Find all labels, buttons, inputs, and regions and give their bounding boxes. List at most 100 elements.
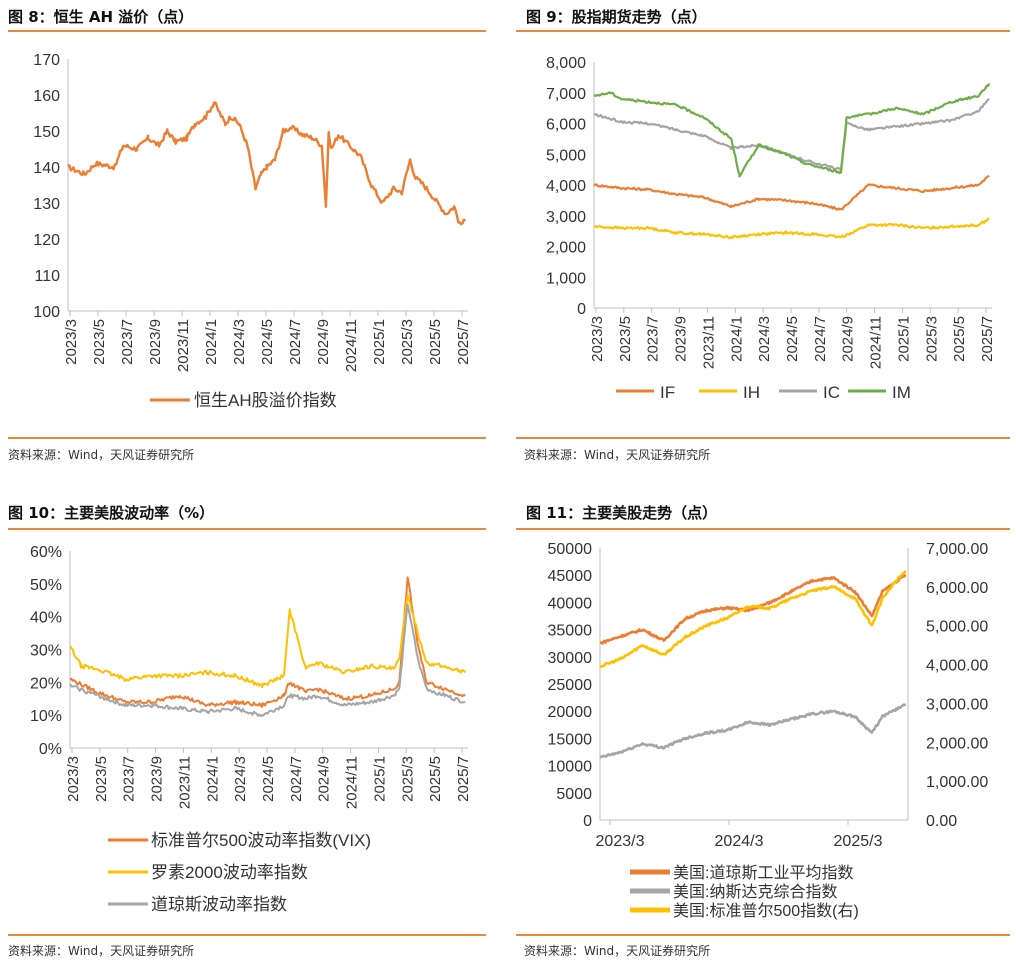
legend: 恒生AH股溢价指数 xyxy=(150,391,337,410)
y-tick-label: 25000 xyxy=(548,677,593,694)
x-tick-label: 2024/9 xyxy=(840,316,857,362)
x-tick-label: 2023/3 xyxy=(65,756,82,802)
x-tick-label: 2023/5 xyxy=(91,319,108,365)
chart-us-indices: 0 5000 10000 15000 20000 25000 30000 35000 40000… xyxy=(548,541,989,920)
y-tick-label: 30% xyxy=(30,643,62,660)
x-tick-label: 2024/5 xyxy=(784,316,801,362)
x-tick-label: 2023/11 xyxy=(176,756,193,809)
series-line xyxy=(69,603,466,718)
panel-title: 图 11：主要美股走势（点） xyxy=(526,504,718,522)
panel-us-volatility: 图 10：主要美股波动率（%） 0% 10% 20% 30% 40% 50% 60% 2023… xyxy=(8,494,488,964)
y-tick-label: 20000 xyxy=(548,704,593,721)
legend-label: IC xyxy=(823,383,840,402)
x-tick-label: 2025/3 xyxy=(834,833,883,850)
x-tick-label: 2024/3 xyxy=(756,316,773,362)
x-tick-label: 2025/7 xyxy=(455,319,472,365)
x-tick-label: 2024/1 xyxy=(203,319,220,365)
series-line xyxy=(599,574,907,645)
panel-hs-ah-premium: 图 8：恒生 AH 溢价（点） 100 110 120 130 140 150 160 170… xyxy=(8,0,488,470)
x-tick-label: 2024/1 xyxy=(728,316,745,362)
y-tick-label: 100 xyxy=(33,304,60,321)
x-tick-label: 2024/9 xyxy=(315,319,332,365)
legend-label: 道琼斯波动率指数 xyxy=(151,895,287,914)
title-rule xyxy=(8,30,486,32)
y-tick-label: 120 xyxy=(33,232,60,249)
x-tick-label: 2023/9 xyxy=(149,756,166,802)
series-line xyxy=(69,594,467,689)
legend: IF IH IC IM xyxy=(616,383,911,402)
x-tick-label: 2023/7 xyxy=(121,756,138,802)
panel-title: 图 8：恒生 AH 溢价（点） xyxy=(8,8,194,26)
y-tick-label: 5000 xyxy=(556,786,592,803)
x-tick-label: 2024/1 xyxy=(204,756,221,802)
y2-tick-label: 1,000.00 xyxy=(926,774,988,791)
legend-label: 美国:道琼斯工业平均指数 xyxy=(673,864,853,882)
y-tick-label: 150 xyxy=(33,124,60,141)
legend-label: 标准普尔500波动率指数(VIX) xyxy=(151,831,371,850)
x-tick-label: 2024/11 xyxy=(343,319,360,372)
y2-tick-label: 6,000.00 xyxy=(926,580,988,597)
x-tick-label: 2024/7 xyxy=(812,316,829,362)
source-note: 资料来源：Wind，天风证券研究所 xyxy=(8,448,195,462)
y-tick-label: 35000 xyxy=(548,623,593,640)
y-tick-label: 170 xyxy=(33,52,60,69)
x-tick-label: 2023/5 xyxy=(617,316,634,362)
x-tick-label: 2025/5 xyxy=(427,319,444,365)
source-note: 资料来源：Wind，天风证券研究所 xyxy=(524,448,711,462)
y-tick-label: 7,000 xyxy=(546,86,586,103)
panel-index-futures: 图 9：股指期货走势（点） 0 1,000 2,000 3,000 4,000 5,000… xyxy=(516,0,1010,470)
panel-title: 图 9：股指期货走势（点） xyxy=(526,8,707,26)
source-note: 资料来源：Wind，天风证券研究所 xyxy=(524,944,711,958)
y-tick-label: 60% xyxy=(30,544,62,561)
panel-title: 图 10：主要美股波动率（%） xyxy=(8,504,215,522)
legend-label: IF xyxy=(660,383,675,402)
source-note: 资料来源：Wind，天风证券研究所 xyxy=(8,944,195,958)
x-tick-label: 2024/7 xyxy=(287,319,304,365)
x-tick-label: 2024/11 xyxy=(868,316,885,369)
series-line xyxy=(593,217,990,240)
y-tick-label: 20% xyxy=(30,675,62,692)
y-tick-label: 10000 xyxy=(548,759,593,776)
legend-label: 恒生AH股溢价指数 xyxy=(194,391,337,410)
y-tick-label: 1,000 xyxy=(546,270,586,287)
y-tick-label: 3,000 xyxy=(546,209,586,226)
x-tick-label: 2024/5 xyxy=(260,756,277,802)
y-tick-label: 0 xyxy=(583,813,592,830)
x-tick-label: 2025/1 xyxy=(371,756,388,802)
x-tick-label: 2023/3 xyxy=(589,316,606,362)
x-tick-label: 2024/11 xyxy=(344,756,361,809)
x-tick-label: 2024/7 xyxy=(288,756,305,802)
x-tick-label: 2025/1 xyxy=(371,319,388,365)
x-tick-label: 2025/1 xyxy=(895,316,912,362)
x-tick-label: 2024/5 xyxy=(259,319,276,365)
series-line xyxy=(593,82,991,178)
x-tick-label: 2024/9 xyxy=(316,756,333,802)
source-rule xyxy=(8,934,486,936)
x-tick-label: 2023/9 xyxy=(673,316,690,362)
x-tick-label: 2025/3 xyxy=(399,319,416,365)
y-tick-label: 45000 xyxy=(548,568,593,585)
chart-us-volatility: 0% 10% 20% 30% 40% 50% 60% 2023/3 2023/5 2023/7 20… xyxy=(30,544,472,914)
y-tick-label: 40% xyxy=(30,610,62,627)
series-line xyxy=(67,101,467,226)
source-rule xyxy=(516,934,1010,936)
series-line xyxy=(599,570,907,669)
x-tick-label: 2025/7 xyxy=(979,316,996,362)
x-tick-label: 2025/3 xyxy=(399,756,416,802)
y-tick-label: 30000 xyxy=(548,650,593,667)
y-tick-label: 6,000 xyxy=(546,117,586,134)
y-tick-label: 110 xyxy=(34,268,60,285)
y-tick-label: 140 xyxy=(33,160,60,177)
series-line xyxy=(69,576,466,708)
title-rule xyxy=(516,30,1010,32)
legend-label: 罗素2000波动率指数 xyxy=(151,863,308,882)
chart-index-futures: 0 1,000 2,000 3,000 4,000 5,000 6,000 7,000 8,00… xyxy=(546,55,996,402)
y-tick-label: 0% xyxy=(39,741,62,758)
x-tick-label: 2025/3 xyxy=(923,316,940,362)
panel-us-indices: 图 11：主要美股走势（点） 0 5000 10000 15000 20000 25000… xyxy=(516,494,1010,964)
series-line xyxy=(599,703,907,759)
x-tick-label: 2023/11 xyxy=(175,319,192,372)
y-tick-label: 10% xyxy=(30,708,62,725)
legend-label: 美国:标准普尔500指数(右) xyxy=(673,902,859,920)
y-tick-label: 8,000 xyxy=(546,55,586,72)
